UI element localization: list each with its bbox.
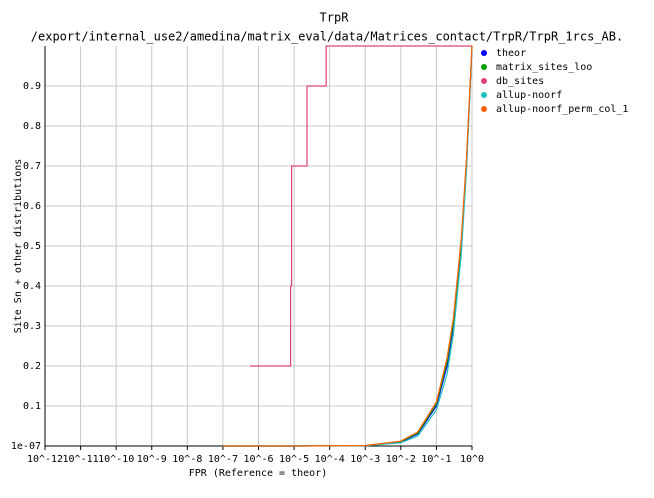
- y-tick-label: 0.5: [23, 241, 41, 252]
- x-tick-label: 10^-2: [386, 454, 416, 465]
- x-tick-label: 10^0: [460, 454, 484, 465]
- x-tick-label: 10^-1: [421, 454, 451, 465]
- y-tick-label: 0.2: [23, 361, 41, 372]
- x-tick-label: 10^-9: [137, 454, 167, 465]
- series-line: [222, 45, 473, 447]
- y-tick-label: 0.7: [23, 161, 41, 172]
- x-tick-label: 10^-8: [172, 454, 202, 465]
- y-tick-label: 0.4: [23, 281, 41, 292]
- y-tick-label: 0.8: [23, 121, 41, 132]
- y-axis-label: Site Sn + other distributions: [13, 159, 24, 334]
- y-tick-label: 1e-07: [11, 441, 41, 452]
- x-tick-label: 10^-3: [350, 454, 380, 465]
- legend-label: allup-noorf_perm_col_1: [496, 104, 628, 115]
- x-tick-label: 10^-11: [63, 454, 99, 465]
- x-tick-label: 10^-4: [315, 454, 345, 465]
- x-tick-label: 10^-5: [279, 454, 309, 465]
- legend-label: theor: [496, 48, 526, 59]
- x-axis-label: FPR (Reference = theor): [189, 468, 327, 479]
- chart-title: TrpR: [320, 11, 350, 25]
- y-tick-label: 0.3: [23, 321, 41, 332]
- chart-subtitle: /export/internal_use2/amedina/matrix_eva…: [31, 30, 623, 44]
- legend-marker: [481, 78, 487, 84]
- x-tick-label: 10^-6: [243, 454, 273, 465]
- legend-marker: [481, 92, 487, 98]
- series-line: [250, 45, 472, 367]
- legend-marker: [481, 64, 487, 70]
- legend-label: allup-noorf: [496, 90, 562, 101]
- legend-label: db_sites: [496, 76, 544, 87]
- x-tick-label: 10^-7: [208, 454, 238, 465]
- legend-label: matrix_sites_loo: [496, 62, 592, 73]
- legend-marker: [481, 106, 487, 112]
- y-tick-label: 0.1: [23, 401, 41, 412]
- x-tick-label: 10^-12: [27, 454, 63, 465]
- legend-marker: [481, 50, 487, 56]
- y-tick-label: 0.9: [23, 81, 41, 92]
- x-tick-label: 10^-10: [98, 454, 134, 465]
- y-tick-label: 0.6: [23, 201, 41, 212]
